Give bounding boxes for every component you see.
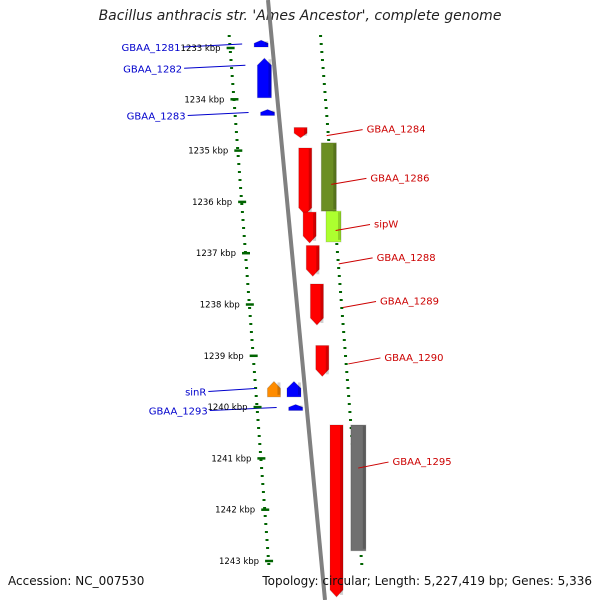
inner-tick-ring	[227, 35, 271, 565]
gene-shade-GBAA_1284	[304, 128, 308, 136]
scale-label: 1239 kbp	[204, 352, 244, 362]
gene-arrow-GBAA_1290	[315, 345, 330, 378]
label-leader-GBAA_1289	[342, 301, 377, 308]
label-leader-GBAA_1283	[187, 112, 249, 117]
map-title: Bacillus anthracis str. 'Ames Ancestor',…	[98, 8, 502, 24]
scale-label: 1243 kbp	[219, 557, 259, 567]
gene-shade-GBAA_1288	[316, 246, 320, 275]
gene-label-GBAA_1284: GBAA_1284	[367, 125, 426, 136]
genome-summary-text: Topology: circular; Length: 5,227,419 bp…	[262, 574, 592, 588]
label-leader-GBAA_1288	[338, 257, 373, 265]
scale-label: 1240 kbp	[207, 403, 247, 413]
gene-shade-sinR	[277, 382, 281, 395]
gene-arrow-GBAA_1281	[253, 39, 269, 48]
gene-arrow-sipW	[302, 211, 317, 244]
genome-backbone	[266, 0, 327, 600]
gene-shade-GBAA_1295_CDS	[362, 426, 366, 549]
label-leader-GBAA_1293	[209, 407, 277, 412]
label-leader-sipW	[335, 224, 371, 232]
gene-arrow-GBAA_1289	[309, 283, 324, 326]
label-leader-GBAA_1290	[348, 357, 381, 365]
gene-label-GBAA_1286: GBAA_1286	[370, 173, 429, 184]
gene-arrow-sipW_CDS	[325, 210, 342, 243]
gene-arrow-sinR_gene	[286, 380, 302, 398]
gene-arrow-GBAA_1282	[256, 57, 272, 99]
gene-shade-sipW	[313, 213, 317, 241]
gene-label-GBAA_1295: GBAA_1295	[393, 457, 452, 468]
gene-arrow-GBAA_1293	[288, 403, 304, 412]
label-leader-GBAA_1282	[184, 64, 246, 69]
gene-arrow-GBAA_1284	[293, 127, 308, 139]
scale-label: 1237 kbp	[196, 249, 236, 259]
gene-arrow-sinR	[266, 380, 281, 398]
gene-arrow-GBAA_1283	[260, 109, 276, 117]
scale-label: 1242 kbp	[215, 506, 255, 516]
scale-label: 1235 kbp	[188, 147, 228, 157]
gene-shade-GBAA_1289	[320, 284, 324, 324]
gene-label-GBAA_1290: GBAA_1290	[384, 353, 443, 364]
gene-label-GBAA_1282: GBAA_1282	[123, 64, 182, 75]
feature-labels: GBAA_1281 GBAA_1282 GBAA_1283 GBAA_1284 GBAA…	[121, 43, 452, 469]
scale-label: 1241 kbp	[211, 454, 251, 464]
scale-label: 1233 kbp	[181, 44, 221, 54]
scale-labels: 1233 kbp 1234 kbp 1235 kbp 1236 kbp 1237 kbp…	[181, 44, 274, 567]
scale-label: 1234 kbp	[184, 95, 224, 105]
gene-label-GBAA_1281: GBAA_1281	[121, 43, 180, 54]
gene-shade-GBAA_1281	[265, 41, 269, 45]
accession-text: Accession: NC_007530	[8, 574, 145, 588]
scale-label: 1236 kbp	[192, 198, 232, 208]
gene-arrow-GBAA_1288	[305, 245, 320, 278]
gene-arrow-GBAA_1295_CDS	[350, 424, 367, 552]
gene-arrow-GBAA_1295	[329, 424, 344, 598]
gene-shade-GBAA_1283	[271, 110, 275, 114]
gene-shade-sinR_gene	[297, 382, 301, 395]
label-leader-GBAA_1286	[331, 177, 367, 185]
label-leader-GBAA_1284	[326, 129, 363, 137]
gene-label-sinR: sinR	[185, 387, 206, 398]
label-leader-GBAA_1281	[182, 43, 243, 48]
gene-shade-GBAA_1286_CDS	[333, 143, 337, 210]
gene-shade-GBAA_1295	[340, 426, 344, 595]
feature-track	[253, 39, 367, 598]
gene-shade-sipW_CDS	[338, 212, 342, 240]
gene-shade-GBAA_1282	[268, 59, 272, 96]
gene-label-GBAA_1283: GBAA_1283	[127, 112, 186, 123]
gene-arrow-GBAA_1286	[298, 147, 313, 216]
gene-shade-GBAA_1286	[308, 149, 312, 213]
gene-label-GBAA_1288: GBAA_1288	[377, 253, 436, 264]
gene-label-GBAA_1293: GBAA_1293	[149, 407, 208, 418]
scale-label: 1238 kbp	[200, 301, 240, 311]
gene-label-sipW: sipW	[374, 220, 398, 231]
gene-label-GBAA_1289: GBAA_1289	[380, 297, 439, 308]
label-leader-GBAA_1295	[358, 461, 389, 469]
gene-shade-GBAA_1290	[325, 346, 329, 375]
label-leader-sinR	[208, 387, 256, 392]
gene-shade-GBAA_1293	[299, 405, 303, 409]
